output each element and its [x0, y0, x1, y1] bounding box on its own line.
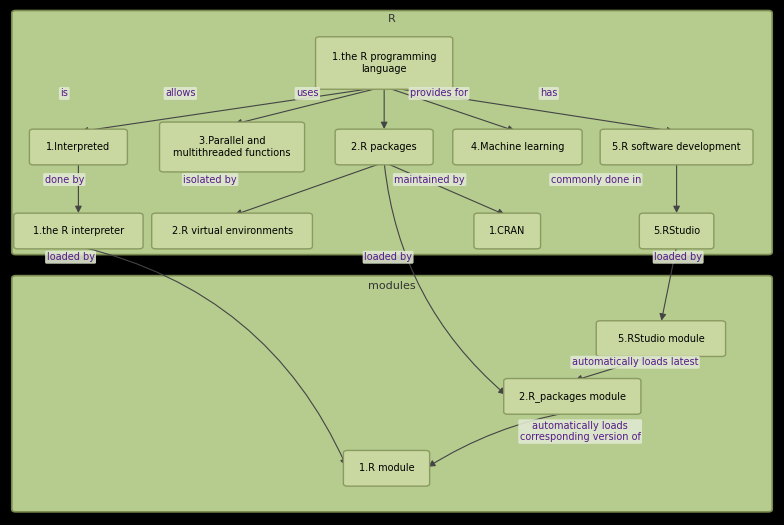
- Text: 2.R packages: 2.R packages: [351, 142, 417, 152]
- Text: 1.R module: 1.R module: [359, 463, 414, 474]
- Text: uses: uses: [296, 88, 318, 99]
- Text: loaded by: loaded by: [364, 252, 412, 262]
- FancyBboxPatch shape: [159, 122, 304, 172]
- FancyBboxPatch shape: [596, 321, 725, 356]
- Text: loaded by: loaded by: [654, 252, 702, 262]
- FancyBboxPatch shape: [12, 276, 772, 512]
- Text: commonly done in: commonly done in: [550, 174, 641, 185]
- FancyBboxPatch shape: [503, 379, 641, 414]
- Text: 1.the R interpreter: 1.the R interpreter: [33, 226, 124, 236]
- FancyBboxPatch shape: [600, 129, 753, 165]
- FancyBboxPatch shape: [14, 213, 143, 249]
- Text: 1.the R programming
language: 1.the R programming language: [332, 52, 437, 74]
- Text: 1.CRAN: 1.CRAN: [489, 226, 525, 236]
- Text: 5.R software development: 5.R software development: [612, 142, 741, 152]
- Text: 1.Interpreted: 1.Interpreted: [46, 142, 111, 152]
- Text: 4.Machine learning: 4.Machine learning: [470, 142, 564, 152]
- Text: 3.Parallel and
multithreaded functions: 3.Parallel and multithreaded functions: [173, 136, 291, 158]
- Text: has: has: [540, 88, 557, 99]
- Text: done by: done by: [45, 174, 84, 185]
- FancyBboxPatch shape: [335, 129, 433, 165]
- Text: 5.RStudio module: 5.RStudio module: [618, 333, 704, 344]
- Text: automatically loads
corresponding version of: automatically loads corresponding versio…: [520, 421, 641, 443]
- FancyBboxPatch shape: [474, 213, 540, 249]
- FancyBboxPatch shape: [452, 129, 582, 165]
- Text: provides for: provides for: [410, 88, 468, 99]
- FancyBboxPatch shape: [12, 10, 772, 255]
- Text: maintained by: maintained by: [394, 174, 465, 185]
- FancyBboxPatch shape: [343, 450, 430, 486]
- Text: isolated by: isolated by: [183, 174, 237, 185]
- FancyBboxPatch shape: [639, 213, 713, 249]
- Text: 2.R_packages module: 2.R_packages module: [519, 391, 626, 402]
- Text: is: is: [60, 88, 68, 99]
- FancyBboxPatch shape: [30, 129, 127, 165]
- Text: allows: allows: [165, 88, 195, 99]
- Text: loaded by: loaded by: [46, 252, 95, 262]
- Text: R: R: [388, 14, 396, 24]
- Text: 2.R virtual environments: 2.R virtual environments: [172, 226, 292, 236]
- Text: modules: modules: [368, 281, 416, 291]
- FancyBboxPatch shape: [315, 37, 452, 89]
- Text: automatically loads latest: automatically loads latest: [572, 357, 699, 367]
- Text: 5.RStudio: 5.RStudio: [653, 226, 700, 236]
- FancyBboxPatch shape: [151, 213, 312, 249]
